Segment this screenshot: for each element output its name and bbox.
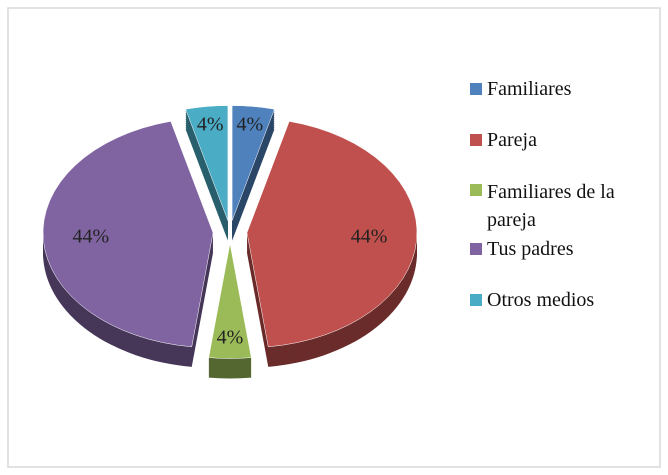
legend-label: Familiares — [487, 78, 572, 100]
legend-label: Tus padres — [487, 238, 574, 260]
slice — [208, 243, 252, 359]
legend-swatch — [470, 134, 482, 146]
legend-swatch — [470, 243, 482, 255]
slice — [42, 121, 214, 348]
data-label: 4% — [197, 113, 224, 135]
legend-swatch — [470, 184, 482, 196]
legend-label: Pareja — [487, 129, 537, 151]
data-label: 44% — [73, 226, 110, 248]
slice — [185, 105, 229, 221]
legend-swatch — [470, 83, 482, 95]
data-label: 44% — [351, 226, 388, 248]
legend-swatch — [470, 294, 482, 306]
legend-label: Otros medios — [487, 289, 595, 311]
slice — [246, 121, 418, 348]
legend-label: Familiares de la pareja — [487, 181, 615, 231]
data-label: 4% — [236, 113, 263, 135]
slice — [231, 105, 275, 221]
data-label: 4% — [217, 327, 244, 349]
